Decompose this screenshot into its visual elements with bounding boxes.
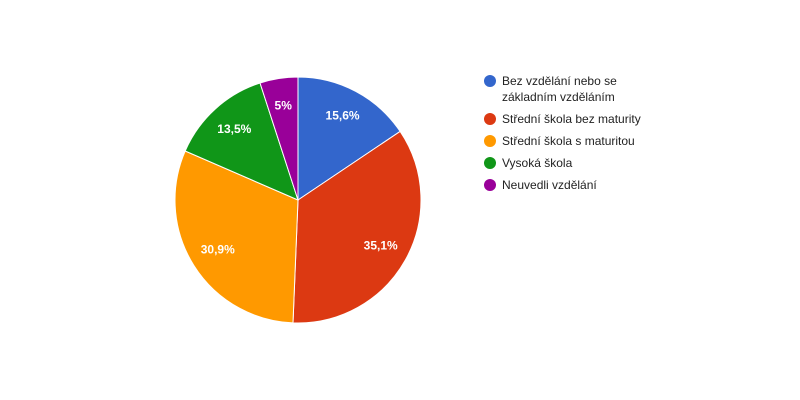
legend-item: Střední škola s maturitou xyxy=(484,133,654,149)
pie-slice xyxy=(174,150,299,324)
legend-item: Střední škola bez maturity xyxy=(484,111,654,127)
pie-slice xyxy=(297,76,401,201)
legend-label: Bez vzdělání nebo se základním vzděláním xyxy=(502,74,617,104)
slice-label: 35,1% xyxy=(364,238,398,252)
legend-marker xyxy=(484,113,496,125)
legend-label: Neuvedli vzdělání xyxy=(502,178,597,192)
legend-item: Vysoká škola xyxy=(484,155,654,171)
legend-marker xyxy=(484,135,496,147)
slice-label: 13,5% xyxy=(217,122,251,136)
slice-label: 15,6% xyxy=(326,109,360,123)
pie-slice xyxy=(259,76,299,201)
legend-label: Střední škola s maturitou xyxy=(502,134,635,148)
pie-slice xyxy=(184,82,299,201)
slice-label: 5% xyxy=(275,99,293,113)
legend: Bez vzdělání nebo se základním vzděláním… xyxy=(484,73,654,199)
pie-slice xyxy=(292,130,422,324)
legend-marker xyxy=(484,157,496,169)
legend-item: Neuvedli vzdělání xyxy=(484,177,654,193)
legend-label: Vysoká škola xyxy=(502,156,573,170)
legend-marker xyxy=(484,179,496,191)
legend-item: Bez vzdělání nebo se základním vzděláním xyxy=(484,73,654,105)
slice-label: 30,9% xyxy=(201,242,235,256)
legend-marker xyxy=(484,75,496,87)
legend-label: Střední škola bez maturity xyxy=(502,112,641,126)
